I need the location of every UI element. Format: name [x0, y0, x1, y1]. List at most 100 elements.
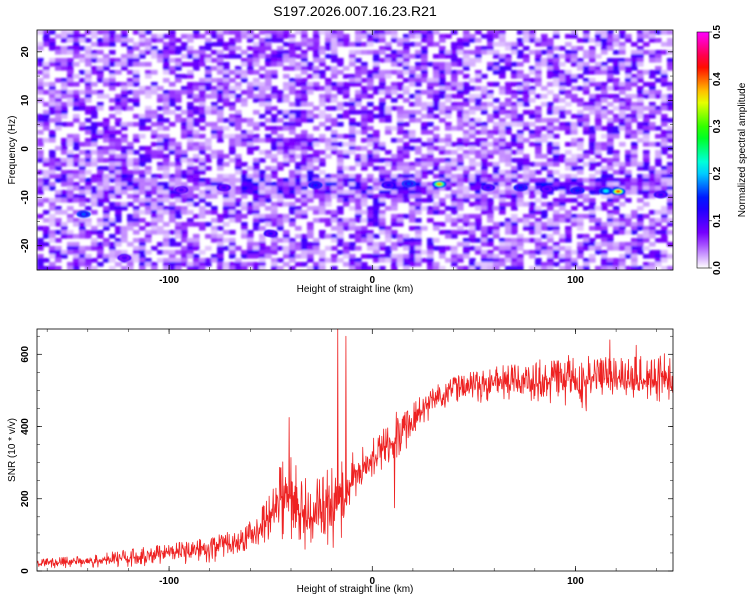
heatmap-cell: [349, 122, 356, 127]
heatmap-cell: [313, 42, 320, 47]
heatmap-cell: [595, 30, 602, 35]
heatmap-cell: [103, 118, 110, 123]
heatmap-cell: [505, 202, 512, 207]
heatmap-cell: [85, 62, 92, 67]
heatmap-cell: [493, 62, 500, 67]
heatmap-cell: [505, 238, 512, 243]
heatmap-cell: [283, 86, 290, 91]
snr-x-ticks: -100 0 100: [46, 329, 657, 587]
heatmap-cell: [277, 222, 284, 227]
heatmap-cell: [565, 54, 572, 59]
heatmap-cell: [619, 202, 626, 207]
heatmap-cell: [193, 182, 200, 187]
heatmap-cell: [397, 50, 404, 55]
heatmap-cell: [313, 106, 320, 111]
heatmap-cell: [481, 106, 488, 111]
heatmap-cell: [175, 162, 182, 167]
heatmap-cell: [481, 130, 488, 135]
colorbar-tick-label: 0.0: [712, 261, 723, 275]
heatmap-cell: [565, 102, 572, 107]
heatmap-cell: [133, 254, 140, 259]
heatmap-cell: [397, 158, 404, 163]
heatmap-cell: [271, 118, 278, 123]
heatmap-cell: [445, 138, 452, 143]
heatmap-cell: [313, 38, 320, 43]
heatmap-cell: [331, 182, 338, 187]
heatmap-cell: [475, 58, 482, 63]
heatmap-cell: [487, 154, 494, 159]
heatmap-cell: [103, 218, 110, 223]
heatmap-cell: [649, 170, 656, 175]
heatmap-cell: [475, 102, 482, 107]
heatmap-cell: [331, 218, 338, 223]
heatmap-cell: [577, 266, 584, 270]
heatmap-cell: [595, 66, 602, 71]
heatmap-cell: [67, 134, 74, 139]
heatmap-cell: [421, 186, 428, 191]
heatmap-cell: [223, 46, 230, 51]
heatmap-cell: [325, 94, 332, 99]
heatmap-cell: [133, 46, 140, 51]
heatmap-cell: [361, 254, 368, 259]
heatmap-cell: [559, 98, 566, 103]
heatmap-cell: [223, 126, 230, 131]
heatmap-cell: [397, 86, 404, 91]
heatmap-cell: [193, 130, 200, 135]
heatmap-cell: [181, 246, 188, 251]
heatmap-cell: [457, 226, 464, 231]
heatmap-cell: [115, 242, 122, 247]
heatmap-cell: [169, 70, 176, 75]
heatmap-cell: [271, 266, 278, 270]
heatmap-cell: [595, 106, 602, 111]
heatmap-cell: [667, 106, 673, 111]
heatmap-cell: [469, 86, 476, 91]
heatmap-cell: [211, 110, 218, 115]
heatmap-cell: [493, 186, 500, 191]
heatmap-cell: [187, 174, 194, 179]
heatmap-cell: [55, 254, 62, 259]
heatmap-cell: [235, 266, 242, 270]
heatmap-cell: [217, 50, 224, 55]
heatmap-cell: [247, 230, 254, 235]
heatmap-cell: [511, 198, 518, 203]
heatmap-cell: [391, 266, 398, 270]
heatmap-cell: [229, 194, 236, 199]
heatmap-cell: [511, 238, 518, 243]
heatmap-cell: [643, 162, 650, 167]
heatmap-cell: [301, 114, 308, 119]
heatmap-cell: [295, 190, 302, 195]
heatmap-cell: [451, 262, 458, 267]
heatmap-cell: [67, 98, 74, 103]
heatmap-cell: [235, 258, 242, 263]
heatmap-cell: [535, 82, 542, 87]
heatmap-cell: [367, 178, 374, 183]
heatmap-cell: [103, 78, 110, 83]
heatmap-cell: [79, 174, 86, 179]
heatmap-cell: [601, 126, 608, 131]
heatmap-cell: [181, 150, 188, 155]
heatmap-cell: [289, 202, 296, 207]
heatmap-cell: [547, 150, 554, 155]
heatmap-cell: [235, 98, 242, 103]
heatmap-cell: [277, 150, 284, 155]
heatmap-cell: [553, 218, 560, 223]
heatmap-cell: [397, 258, 404, 263]
heatmap-cell: [613, 94, 620, 99]
heatmap-cell: [379, 114, 386, 119]
heatmap-cell: [217, 190, 224, 195]
heatmap-cell: [631, 102, 638, 107]
heatmap-cell: [409, 242, 416, 247]
heatmap-cell: [499, 110, 506, 115]
heatmap-cell: [253, 110, 260, 115]
heatmap-cell: [643, 94, 650, 99]
heatmap-cell: [583, 102, 590, 107]
heatmap-cell: [205, 262, 212, 267]
heatmap-cell: [661, 146, 668, 151]
heatmap-cell: [307, 62, 314, 67]
heatmap-cell: [505, 182, 512, 187]
heatmap-cell: [583, 238, 590, 243]
heatmap-cell: [181, 254, 188, 259]
heatmap-cell: [439, 138, 446, 143]
heatmap-cell: [379, 82, 386, 87]
heatmap-cell: [121, 94, 128, 99]
